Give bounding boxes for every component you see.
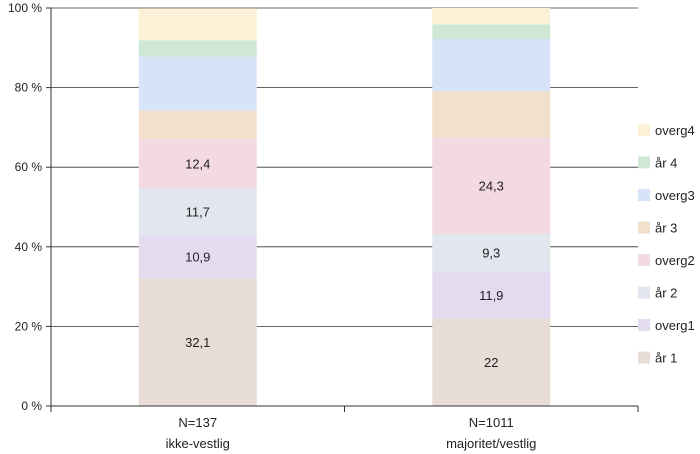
bar-segment-2-cat-1 xyxy=(138,234,257,279)
y-tick-label: 40 % xyxy=(15,240,43,254)
legend-swatch xyxy=(638,254,650,266)
y-tick-label: 20 % xyxy=(15,319,43,333)
data-label: 11,7 xyxy=(186,205,210,220)
legend-label: år 4 xyxy=(655,156,677,171)
bar-segment-2-cat-2 xyxy=(432,271,551,319)
legend-label: år 3 xyxy=(655,221,677,236)
bar-segment-5-cat-1 xyxy=(138,110,257,139)
y-tick-label: 80 % xyxy=(15,81,43,95)
legend-label: overg4 xyxy=(655,123,695,138)
bar-segment-5-cat-2 xyxy=(432,91,551,138)
bar-segment-8-cat-1 xyxy=(138,8,257,41)
data-label: 24,3 xyxy=(479,179,504,194)
legend-label: overg3 xyxy=(655,188,695,203)
bar-segment-7-cat-2 xyxy=(432,24,551,40)
bar-segment-4-cat-2 xyxy=(432,137,551,235)
legend-label: overg2 xyxy=(655,253,695,268)
legend-swatch xyxy=(638,189,650,201)
x-category-group-label: majoritet/vestlig xyxy=(446,436,536,451)
legend-label: år 1 xyxy=(655,351,677,366)
legend-swatch xyxy=(638,221,650,234)
legend-label: år 2 xyxy=(655,286,677,301)
legend-swatch xyxy=(638,286,650,299)
data-label: 11,9 xyxy=(479,288,503,303)
bar-segment-6-cat-1 xyxy=(138,56,257,111)
y-tick-label: 60 % xyxy=(15,160,43,174)
data-label: 22 xyxy=(484,355,498,370)
legend: overg4 år 4 overg3 år 3 overg2 år 2 overg1 år 1 xyxy=(638,123,695,366)
x-category-n-label: N=137 xyxy=(178,415,217,430)
legend-swatch xyxy=(638,156,650,169)
y-tick-label: 100 % xyxy=(8,1,42,15)
data-label: 10,9 xyxy=(185,250,210,265)
bar-segment-3-cat-1 xyxy=(138,188,257,235)
legend-swatch xyxy=(638,124,650,136)
axes xyxy=(50,8,639,412)
y-tick-label: 0 % xyxy=(21,399,42,413)
y-axis-ticks: 0 % 20 % 40 % 60 % 80 % 100 % xyxy=(8,1,51,413)
bars: 32,1 10,9 11,7 12,4 22 11,9 9,3 24,3 xyxy=(138,8,551,406)
bar-segment-7-cat-1 xyxy=(138,40,257,57)
legend-swatch xyxy=(638,351,650,364)
data-label: 12,4 xyxy=(185,157,210,172)
bar-segment-3-cat-2 xyxy=(432,234,551,272)
data-label: 32,1 xyxy=(185,335,210,350)
x-category-group-label: ikke-vestlig xyxy=(166,436,230,451)
x-category-n-label: N=1011 xyxy=(469,415,514,430)
bar-segment-8-cat-2 xyxy=(432,8,551,25)
bar-segment-1-cat-1 xyxy=(138,278,257,406)
bar-segment-4-cat-1 xyxy=(138,138,257,189)
legend-swatch xyxy=(638,319,650,331)
bar-segment-1-cat-2 xyxy=(432,318,551,406)
legend-label: overg1 xyxy=(655,318,695,333)
data-label: 9,3 xyxy=(482,246,500,261)
bar-segment-6-cat-2 xyxy=(432,39,551,92)
x-axis-categories: N=137 ikke-vestlig N=1011 majoritet/vestlig xyxy=(166,415,537,451)
